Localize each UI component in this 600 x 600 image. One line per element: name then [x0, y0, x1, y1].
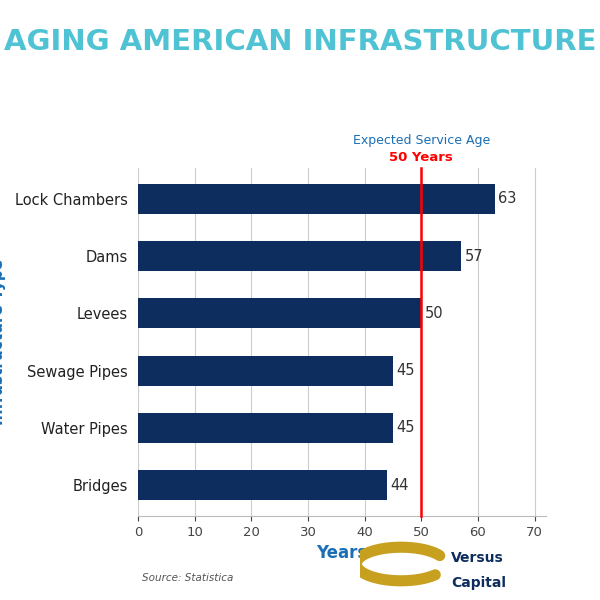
Bar: [138, 184, 495, 214]
Text: 57: 57: [464, 248, 483, 263]
Text: Average Age of Different Types of Infrastructure in the US: Average Age of Different Types of Infras…: [28, 94, 572, 112]
Text: Capital: Capital: [451, 576, 506, 590]
Text: 50: 50: [425, 306, 443, 321]
Text: AGING AMERICAN INFRASTRUCTURE: AGING AMERICAN INFRASTRUCTURE: [4, 28, 596, 56]
Bar: [138, 470, 388, 500]
Y-axis label: Infrastructure Type: Infrastructure Type: [0, 259, 7, 425]
Bar: [138, 356, 393, 386]
Bar: [138, 298, 421, 328]
Text: 50 Years: 50 Years: [389, 151, 453, 164]
Text: Expected Service Age: Expected Service Age: [353, 134, 490, 147]
X-axis label: Years: Years: [316, 544, 368, 562]
Text: 45: 45: [397, 363, 415, 378]
Text: 45: 45: [397, 421, 415, 436]
Bar: [138, 241, 461, 271]
Text: Versus: Versus: [451, 551, 504, 565]
Text: 44: 44: [391, 478, 409, 493]
Bar: [138, 413, 393, 443]
Text: 63: 63: [499, 191, 517, 206]
Text: Source: Statistica: Source: Statistica: [142, 574, 233, 583]
